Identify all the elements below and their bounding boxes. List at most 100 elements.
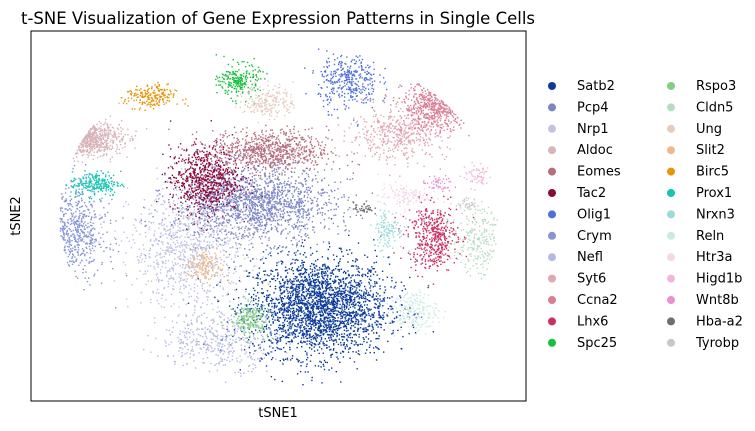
data-point [265, 310, 268, 312]
data-point [170, 178, 172, 180]
data-point [223, 222, 225, 224]
data-point [312, 299, 314, 301]
data-point [338, 247, 341, 249]
data-point [302, 211, 304, 213]
data-point [267, 209, 269, 211]
data-point [158, 292, 160, 294]
data-point [279, 327, 282, 329]
data-point [343, 310, 345, 312]
data-point [236, 196, 239, 198]
data-point [365, 330, 368, 333]
data-point [376, 347, 378, 349]
data-point [198, 241, 201, 243]
data-point [313, 337, 315, 339]
data-point [333, 300, 336, 303]
data-point [255, 228, 257, 230]
data-point [323, 227, 325, 229]
data-point [245, 190, 247, 193]
data-point [177, 225, 179, 227]
data-point [283, 323, 286, 326]
data-point [324, 213, 326, 215]
data-point [180, 168, 183, 170]
data-point [320, 314, 322, 317]
data-point [327, 284, 329, 286]
data-point [281, 297, 283, 299]
data-point [296, 293, 299, 296]
data-point [317, 302, 319, 305]
data-point [180, 274, 182, 276]
data-point [150, 301, 152, 304]
data-point [166, 225, 168, 227]
data-point [302, 261, 304, 264]
data-point [326, 327, 329, 329]
data-point [295, 316, 298, 318]
data-point [310, 336, 312, 338]
data-point [386, 315, 389, 317]
data-point [212, 197, 215, 199]
data-point [271, 170, 273, 172]
data-point [212, 207, 214, 209]
data-point [251, 218, 253, 220]
data-point [217, 306, 219, 308]
data-point [281, 285, 284, 287]
data-point [330, 312, 332, 315]
data-point [272, 311, 274, 314]
data-point [368, 346, 371, 348]
data-point [232, 187, 235, 189]
data-point [363, 338, 365, 340]
data-point [236, 200, 238, 202]
data-point [322, 241, 325, 243]
data-point [316, 203, 319, 206]
data-point [299, 371, 302, 373]
data-point [293, 223, 296, 225]
data-point [215, 237, 217, 239]
data-point [382, 305, 384, 307]
data-point [200, 202, 203, 205]
data-point [324, 324, 326, 326]
data-point [285, 200, 287, 203]
data-point [291, 341, 293, 343]
data-point [309, 328, 311, 330]
data-point [199, 221, 201, 224]
data-point [248, 346, 250, 349]
data-point [238, 232, 241, 235]
data-point [330, 287, 333, 289]
data-point [344, 346, 346, 348]
data-point [298, 332, 300, 334]
data-point [366, 256, 369, 258]
data-point [301, 307, 303, 309]
data-point [288, 334, 291, 336]
data-point [266, 294, 268, 296]
data-point [280, 285, 282, 287]
data-point [309, 265, 312, 267]
data-point [306, 227, 309, 230]
data-point [335, 371, 337, 373]
data-point [190, 243, 193, 245]
data-point [323, 290, 325, 292]
data-point [300, 337, 303, 339]
data-point [259, 184, 261, 186]
data-point [246, 304, 248, 306]
data-point [184, 240, 186, 242]
data-point [303, 291, 305, 293]
data-point [309, 317, 312, 320]
data-point [322, 281, 324, 283]
data-point [283, 204, 285, 206]
data-point [309, 334, 311, 336]
data-point [373, 306, 376, 308]
data-point [238, 189, 240, 191]
data-point [205, 250, 207, 252]
data-point [208, 290, 210, 292]
data-point [274, 329, 276, 332]
data-point [324, 287, 327, 289]
data-point [401, 348, 403, 350]
data-point [296, 242, 298, 244]
data-point [296, 268, 298, 271]
data-point [314, 282, 316, 285]
data-point [261, 205, 263, 207]
data-point [221, 207, 223, 209]
data-point [256, 183, 258, 186]
data-point [374, 302, 376, 305]
data-point [352, 265, 355, 267]
data-point [133, 224, 135, 226]
